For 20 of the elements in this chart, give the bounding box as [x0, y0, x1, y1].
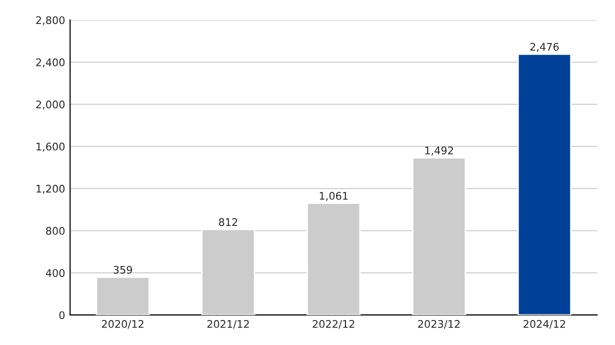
data-label: 1,061 [320, 192, 348, 201]
y-tick-label: 2,400 [36, 58, 65, 68]
y-tick-label: 2,000 [36, 100, 65, 110]
x-tick-label: 2024/12 [524, 320, 566, 329]
data-label: 812 [218, 218, 238, 226]
x-tick-label: 2023/12 [418, 320, 460, 329]
data-label: 359 [114, 266, 132, 274]
data-label: 1,492 [425, 146, 453, 156]
y-tick-label: 800 [46, 226, 65, 235]
x-tick-label: 2021/12 [207, 320, 249, 329]
y-tick-label: 1,600 [36, 142, 65, 152]
y-tick-label: 400 [46, 269, 65, 277]
data-label: 2,476 [530, 42, 559, 52]
bar [96, 276, 150, 315]
x-tick-label: 2020/12 [102, 320, 144, 329]
y-tick-label: 2,800 [36, 16, 65, 26]
y-tick-label: 0 [59, 311, 65, 320]
x-tick-label: 2022/12 [312, 320, 354, 329]
y-tick-label: 1,200 [36, 184, 65, 194]
bar [517, 53, 572, 315]
